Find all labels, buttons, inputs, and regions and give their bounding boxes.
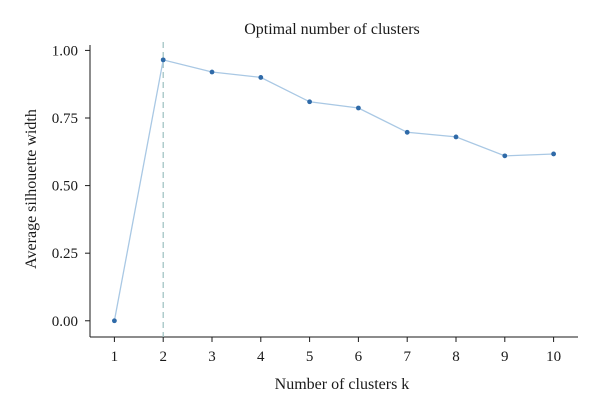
chart-marks [112,42,556,337]
data-point [356,105,361,111]
chart-title: Optimal number of clusters [244,21,420,38]
data-point [404,129,410,135]
x-tick-label: 4 [257,349,265,365]
x-tick-label: 5 [306,349,314,365]
x-tick-label: 9 [501,349,509,365]
y-tick-label: 0.00 [52,314,78,330]
data-point [160,57,166,63]
data-point [551,151,556,157]
x-tick-label: 8 [452,349,460,365]
data-point [453,134,459,140]
x-tick-label: 3 [208,349,216,365]
y-tick-label: 0.25 [52,246,78,262]
y-tick-label: 1.00 [52,43,78,59]
series-line [113,59,554,321]
x-axis-label: Number of clusters k [275,376,410,393]
data-point [112,318,117,324]
data-point [258,75,264,80]
x-tick-label: 6 [355,349,363,365]
y-tick-label: 0.75 [52,111,78,127]
y-tick-label: 0.50 [52,179,78,195]
data-point [209,69,215,75]
x-tick-label: 10 [546,349,561,365]
x-tick-label: 7 [403,349,411,365]
x-tick-label: 1 [111,349,119,365]
axes: 0.00 0.25 0.50 0.75 1.00 1 2 3 4 5 6 7 8 9 10 [52,43,578,365]
data-point [307,99,312,105]
x-tick-label: 2 [159,349,167,365]
y-axis-label: Average silhouette width [23,109,40,269]
data-point [502,153,508,159]
